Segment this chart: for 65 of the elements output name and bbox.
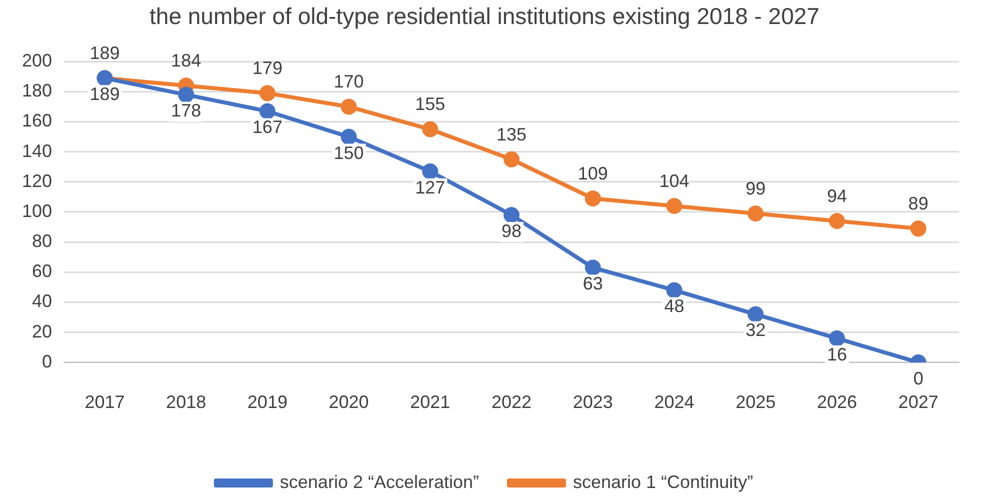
y-tick-label: 120 (22, 170, 52, 191)
x-tick-label: 2024 (654, 392, 694, 412)
y-tick-label: 160 (22, 110, 52, 131)
data-label: 135 (496, 124, 527, 144)
data-label: 179 (252, 58, 282, 78)
point (584, 260, 601, 276)
point (910, 220, 926, 237)
data-label: 63 (582, 274, 603, 294)
data-label: 184 (171, 50, 202, 71)
data-label: 109 (578, 163, 608, 184)
y-tick-label: 80 (32, 231, 52, 252)
data-label: 0 (913, 368, 924, 388)
y-tick-label: 140 (22, 140, 52, 161)
data-label: 89 (908, 194, 928, 214)
point (259, 85, 276, 102)
x-tick-label: 2021 (410, 392, 450, 412)
x-tick-label: 2020 (328, 392, 369, 412)
data-label: 189 (90, 43, 120, 64)
data-label: 167 (252, 117, 282, 138)
y-tick-label: 200 (22, 50, 52, 71)
point (340, 98, 357, 115)
point (178, 86, 194, 103)
x-tick-label: 2019 (247, 392, 288, 412)
point (748, 306, 764, 322)
point (422, 121, 438, 138)
x-tick-label: 2017 (84, 392, 125, 412)
data-label: 99 (746, 178, 766, 198)
data-label: 104 (659, 170, 690, 191)
data-label: 32 (746, 320, 766, 340)
data-label: 189 (90, 84, 120, 104)
y-tick-label: 180 (22, 80, 52, 101)
data-label: 48 (664, 296, 684, 316)
data-label: 94 (826, 186, 847, 206)
data-label: 150 (334, 142, 364, 163)
point (748, 206, 764, 222)
x-tick-label: 2027 (898, 392, 938, 412)
point (828, 330, 845, 346)
chart-title: the number of old-type residential institutions existing 2018 - 2027 (150, 3, 820, 30)
x-tick-label: 2018 (166, 392, 206, 412)
data-label: 16 (826, 344, 847, 364)
x-tick-label: 2022 (491, 392, 532, 412)
data-label: 178 (171, 100, 202, 121)
y-tick-label: 60 (32, 261, 52, 282)
data-label: 170 (334, 72, 364, 92)
legend-label: scenario 1 “Continuity” (573, 472, 754, 492)
x-tick-label: 2023 (572, 392, 613, 412)
point (666, 282, 682, 298)
y-tick-label: 100 (22, 200, 52, 221)
point (584, 190, 601, 206)
data-label: 127 (415, 177, 446, 198)
point (828, 213, 845, 230)
point (422, 163, 438, 180)
point (259, 103, 276, 120)
point (340, 128, 357, 145)
y-tick-label: 40 (32, 291, 52, 312)
x-tick-label: 2026 (816, 392, 857, 412)
y-tick-label: 0 (42, 351, 52, 372)
point (666, 198, 682, 214)
x-tick-label: 2025 (736, 392, 776, 412)
data-label: 98 (502, 220, 522, 241)
y-tick-label: 20 (32, 321, 52, 342)
data-label: 155 (415, 94, 446, 114)
point (504, 151, 520, 168)
point (504, 207, 520, 224)
legend-label: scenario 2 “Acceleration” (280, 472, 480, 492)
